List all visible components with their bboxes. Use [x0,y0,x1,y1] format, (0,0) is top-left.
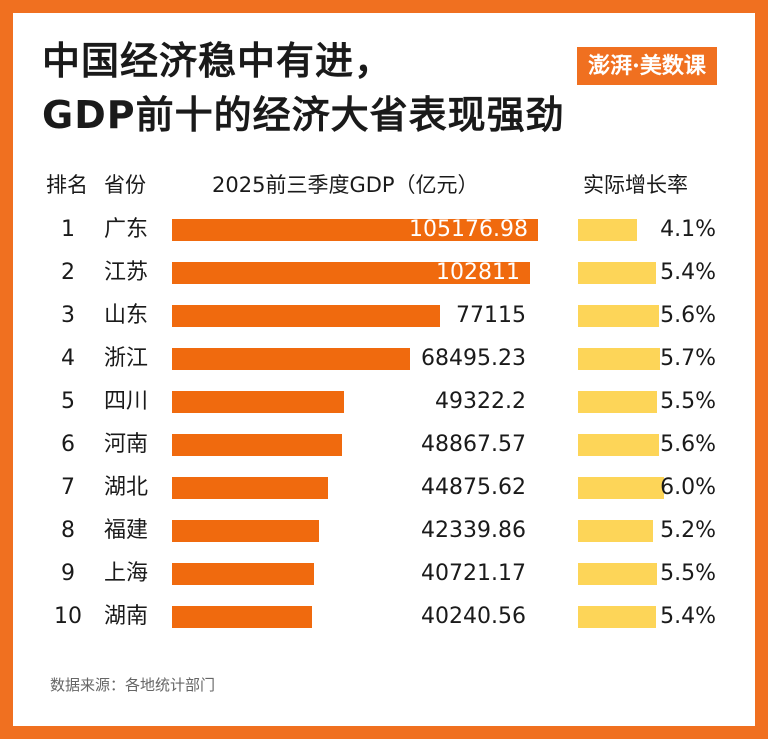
header-rank: 排名 [46,173,88,197]
rank-label: 9 [61,561,75,586]
growth-value-label: 5.6% [660,303,716,328]
rank-label: 5 [61,389,75,414]
rank-label: 2 [61,260,75,285]
growth-bar [578,606,656,628]
gdp-bar [172,262,530,284]
rank-label: 7 [61,475,75,500]
data-source: 数据来源：各地统计部门 [50,676,216,694]
growth-value-label: 5.4% [660,260,716,285]
chart-title-line1: 中国经济稳中有进， [42,39,394,83]
gdp-bar [172,477,328,499]
province-label: 上海 [104,561,149,586]
gdp-bar [172,348,410,370]
province-label: 四川 [104,389,149,414]
gdp-value-label: 40240.56 [421,604,526,629]
gdp-value-label: 68495.23 [421,346,526,371]
growth-bar [578,348,660,370]
gdp-value-label: 49322.2 [435,389,526,414]
gdp-bar [172,434,342,456]
growth-bar [578,563,657,585]
rank-label: 6 [61,432,75,457]
rank-label: 3 [61,303,75,328]
gdp-bar [172,391,344,413]
growth-value-label: 5.5% [660,561,716,586]
rank-label: 1 [61,217,75,242]
header-gdp: 2025前三季度GDP（亿元） [212,173,479,197]
province-label: 浙江 [104,346,149,371]
growth-bar [578,262,656,284]
growth-value-label: 5.7% [660,346,716,371]
header-province: 省份 [104,173,146,197]
gdp-bar [172,563,314,585]
growth-bar [578,520,653,542]
gdp-value-label: 42339.86 [421,518,526,543]
growth-bar [578,219,637,241]
growth-bar [578,305,659,327]
rank-label: 10 [54,604,82,629]
gdp-bar [172,305,440,327]
growth-value-label: 5.5% [660,389,716,414]
province-label: 福建 [104,518,149,543]
gdp-bar [172,520,319,542]
growth-value-label: 5.2% [660,518,716,543]
province-label: 山东 [104,303,149,328]
growth-bar [578,477,664,499]
growth-value-label: 5.6% [660,432,716,457]
chart-title-line2: GDP前十的经济大省表现强劲 [42,93,565,137]
rank-label: 4 [61,346,75,371]
growth-value-label: 4.1% [660,217,716,242]
growth-value-label: 5.4% [660,604,716,629]
thepaper-logo: 澎湃·美数课 [577,47,717,85]
province-label: 江苏 [104,260,149,285]
gdp-value-label: 105176.98 [409,217,528,242]
gdp-bar [172,606,312,628]
province-label: 湖北 [104,475,149,500]
growth-bar [578,434,659,456]
gdp-bar [172,219,538,241]
gdp-value-label: 102811 [436,260,520,285]
province-label: 湖南 [104,604,149,629]
gdp-value-label: 40721.17 [421,561,526,586]
header-growth: 实际增长率 [583,173,688,197]
rank-label: 8 [61,518,75,543]
province-label: 河南 [104,432,149,457]
province-label: 广东 [104,217,149,242]
growth-value-label: 6.0% [660,475,716,500]
growth-bar [578,391,657,413]
gdp-value-label: 77115 [456,303,526,328]
gdp-value-label: 48867.57 [421,432,526,457]
gdp-value-label: 44875.62 [421,475,526,500]
